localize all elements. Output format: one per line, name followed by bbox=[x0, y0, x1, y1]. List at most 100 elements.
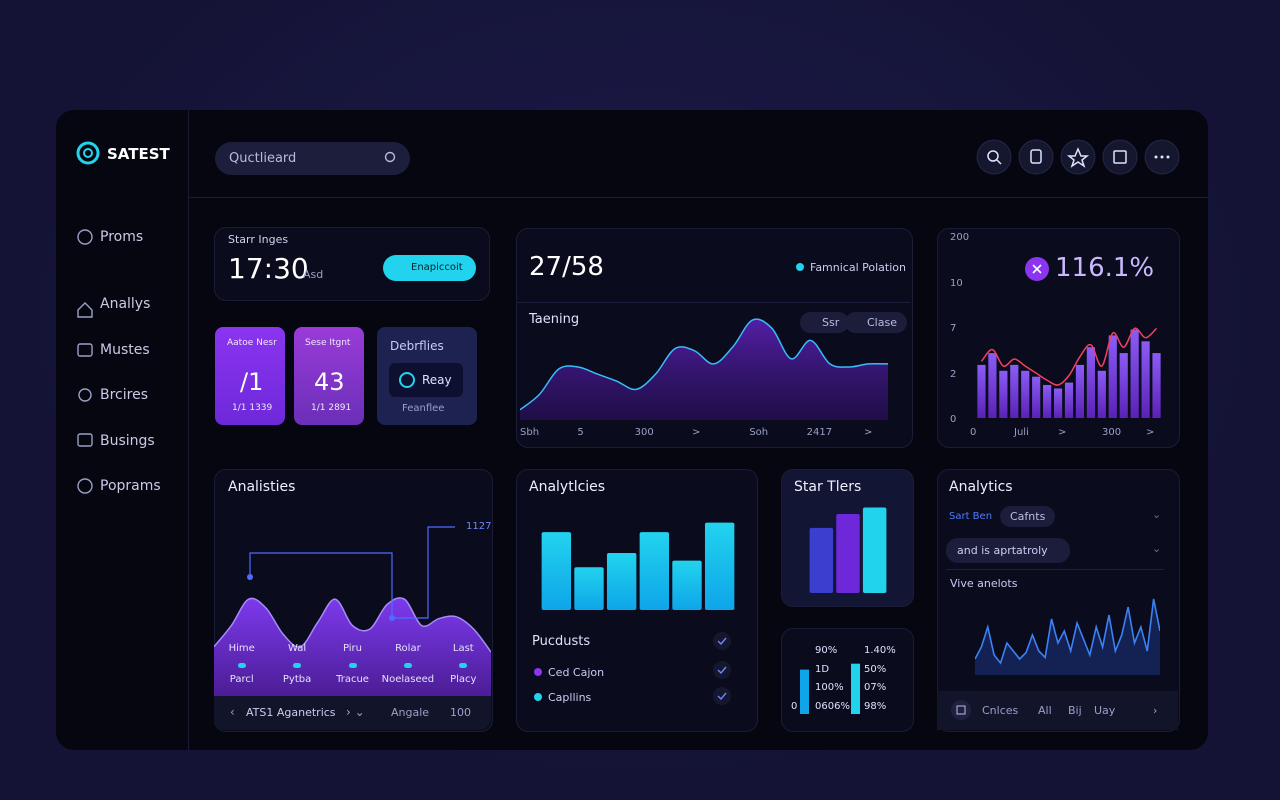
area bbox=[975, 599, 1160, 675]
tile-foot: 1/1 1339 bbox=[232, 403, 273, 413]
analytics-bars-chart bbox=[541, 522, 735, 610]
footer-item[interactable]: Cnlces bbox=[982, 704, 1019, 717]
nav-item[interactable]: Busings bbox=[100, 433, 155, 449]
bar bbox=[988, 353, 997, 418]
list-decor bbox=[534, 632, 731, 705]
bar bbox=[1053, 388, 1063, 418]
brand-name: SATEST bbox=[107, 145, 170, 163]
percent-label: 1D bbox=[815, 663, 830, 675]
bar bbox=[862, 507, 887, 593]
growth-icon bbox=[1025, 257, 1049, 281]
stat-tile[interactable] bbox=[215, 327, 285, 425]
trend-chart bbox=[520, 318, 888, 420]
spike-chart bbox=[975, 598, 1160, 675]
dropdown-caret: ⌄ bbox=[1152, 508, 1162, 521]
footer-item[interactable]: Angale bbox=[391, 706, 430, 719]
bar bbox=[1130, 329, 1139, 418]
line bbox=[520, 318, 888, 411]
card-divider bbox=[517, 302, 910, 303]
y-label: 2 bbox=[950, 368, 957, 380]
select-label: and is aprtatroly bbox=[957, 544, 1048, 557]
axis-label: 2417 bbox=[806, 427, 833, 438]
bar bbox=[800, 669, 809, 714]
bar bbox=[639, 532, 670, 610]
card-footer bbox=[214, 696, 491, 730]
footer-arrow: › ⌄ bbox=[346, 705, 365, 719]
search-box[interactable] bbox=[215, 142, 410, 175]
percent-label: 1.40% bbox=[864, 645, 896, 656]
growth-value: 116.1% bbox=[1055, 253, 1155, 283]
footer-item[interactable]: Bij bbox=[1068, 704, 1082, 717]
analisties-columns: Hime Parcl Wal Pytba Piru Tracue Rolar Noelasee… bbox=[214, 640, 491, 690]
footer-item[interactable]: All bbox=[1038, 704, 1052, 717]
trend-x-axis: Sbh 5 300 > Soh 2417 > bbox=[520, 427, 888, 441]
time-value: 17:30 bbox=[228, 252, 309, 285]
bar bbox=[704, 522, 735, 610]
axis-label: Sbh bbox=[520, 427, 540, 438]
footer-item[interactable]: Uay bbox=[1094, 704, 1116, 717]
list-item[interactable]: Capllins bbox=[548, 691, 592, 704]
time-button-label: Enapiccoit bbox=[411, 262, 463, 273]
line bbox=[980, 327, 1158, 386]
time-button[interactable] bbox=[383, 255, 476, 281]
tile-title: Sese Itgnt bbox=[305, 338, 351, 348]
chip[interactable]: Clase bbox=[845, 312, 907, 333]
stat-tile[interactable] bbox=[294, 327, 364, 425]
footer-icon bbox=[951, 700, 971, 720]
column-dot bbox=[403, 663, 412, 668]
brand-logo bbox=[76, 141, 100, 165]
column-label: Noelaseed bbox=[381, 674, 435, 685]
trend-value: 27/58 bbox=[529, 252, 604, 282]
y-label: 0 bbox=[950, 414, 957, 425]
column-dot bbox=[348, 663, 357, 668]
growth-y-axis: 200 10 7 2 0 bbox=[950, 232, 980, 427]
footer-arrow: ‹ bbox=[230, 705, 235, 719]
ready-button-label: Reay bbox=[422, 373, 452, 387]
axis-label: 300 bbox=[1102, 427, 1122, 438]
nav-item[interactable]: Mustes bbox=[100, 342, 150, 358]
ready-title: Debrflies bbox=[390, 339, 444, 353]
chart-marker: 1127 bbox=[466, 521, 492, 532]
nav-item[interactable]: Poprams bbox=[100, 478, 161, 494]
bar bbox=[672, 560, 702, 610]
bar bbox=[1021, 370, 1030, 418]
dropdown-caret: ⌄ bbox=[1152, 542, 1162, 555]
footer-item[interactable]: ATS1 Aganetrics bbox=[246, 706, 336, 719]
nav-item[interactable]: Brcires bbox=[100, 387, 148, 403]
card-title: Star Tlers bbox=[794, 479, 862, 495]
area bbox=[520, 319, 888, 420]
nav-item[interactable]: Proms bbox=[100, 229, 144, 245]
column-label: Piru bbox=[342, 643, 363, 654]
tab[interactable]: Sart Ben bbox=[949, 511, 993, 522]
axis-label: 5 bbox=[577, 427, 584, 438]
select[interactable] bbox=[946, 538, 1070, 563]
axis-label: Soh bbox=[749, 427, 769, 438]
footer-item[interactable]: 100 bbox=[450, 706, 471, 719]
bar bbox=[1010, 364, 1019, 418]
y-label: 200 bbox=[950, 232, 970, 243]
tile-title: Aatoe Nesr bbox=[227, 338, 277, 348]
bar bbox=[999, 370, 1008, 418]
column-label: Wal bbox=[288, 643, 307, 654]
percent-label: 50% bbox=[864, 663, 887, 675]
chip[interactable]: Cafnts bbox=[1000, 506, 1056, 527]
column-label: Tracue bbox=[336, 674, 369, 685]
toolbar-icons[interactable] bbox=[976, 139, 1182, 175]
chip[interactable]: Ssr bbox=[800, 312, 850, 333]
column-dot bbox=[459, 663, 468, 668]
bar bbox=[809, 527, 834, 593]
search-placeholder: Quctlieard bbox=[229, 151, 297, 166]
nav-item[interactable]: Anallys bbox=[100, 296, 151, 312]
footer-arrow: › bbox=[1153, 704, 1158, 717]
ready-button[interactable] bbox=[389, 363, 463, 397]
list-item[interactable]: Ced Cajon bbox=[548, 666, 605, 679]
y-label: 7 bbox=[950, 323, 957, 334]
bar bbox=[574, 567, 604, 610]
column-dot bbox=[237, 663, 246, 668]
list-title: Pucdusts bbox=[532, 634, 591, 649]
axis-label: > bbox=[1146, 427, 1155, 438]
percent-chart bbox=[800, 663, 860, 714]
chart-subtitle: Vive anelots bbox=[950, 577, 1018, 590]
column-label: Hime bbox=[228, 643, 255, 654]
